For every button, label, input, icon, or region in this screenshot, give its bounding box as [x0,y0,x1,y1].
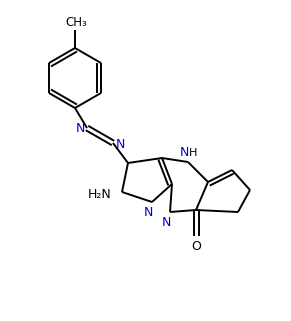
Text: N: N [75,123,85,135]
Text: N: N [179,146,189,160]
Text: O: O [191,239,201,253]
Text: N: N [143,206,153,220]
Text: N: N [115,137,125,151]
Text: H₂N: H₂N [88,187,112,201]
Text: H: H [189,148,197,158]
Text: N: N [161,215,171,229]
Text: CH₃: CH₃ [65,16,87,30]
